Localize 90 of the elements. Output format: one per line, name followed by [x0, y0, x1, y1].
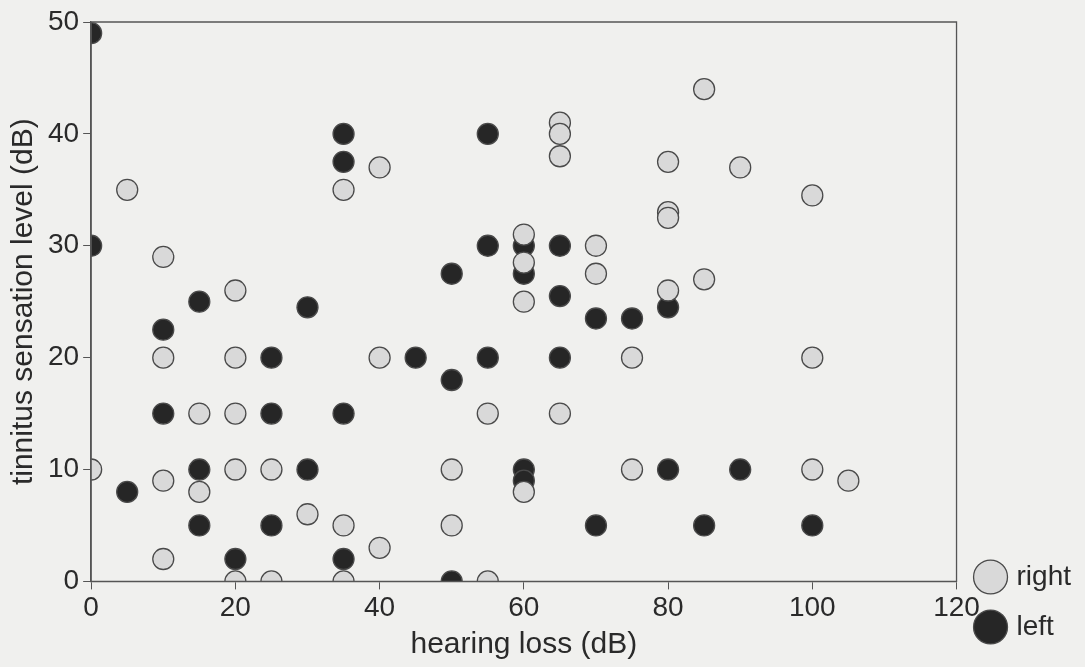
x-tick-label: 120: [933, 590, 980, 622]
point: [512, 251, 535, 274]
legend-label: left: [1016, 609, 1055, 641]
point: [152, 469, 175, 492]
point: [548, 284, 572, 308]
point: [440, 262, 463, 285]
point: [332, 150, 355, 173]
point: [548, 402, 572, 425]
point: [260, 458, 283, 481]
y-tick-label: 20: [47, 340, 80, 372]
point: [296, 458, 319, 481]
point: [188, 458, 211, 481]
point: [296, 296, 319, 319]
y-tick-label: 10: [47, 452, 80, 484]
point: [152, 547, 175, 571]
point: [188, 480, 211, 504]
point: [512, 223, 535, 246]
y-tick-label: 40: [47, 116, 80, 148]
x-tick-label: 60: [508, 590, 540, 622]
point: [692, 514, 716, 537]
point: [801, 458, 824, 481]
point: [584, 307, 608, 330]
point: [188, 514, 211, 537]
legend-label: right: [1016, 559, 1072, 591]
point: [224, 458, 247, 481]
point: [332, 178, 355, 201]
point: [512, 290, 535, 313]
point: [476, 346, 499, 369]
point: [116, 480, 139, 504]
point: [801, 514, 824, 537]
point: [152, 245, 175, 269]
point: [729, 156, 752, 179]
point: [440, 458, 463, 481]
point: [368, 536, 391, 559]
point: [801, 184, 824, 207]
point: [620, 346, 644, 369]
point: [476, 402, 499, 425]
point: [548, 122, 572, 146]
x-tick-label: 100: [788, 590, 836, 622]
point: [584, 514, 608, 537]
y-tick-label: 50: [47, 4, 80, 36]
y-tick-label: 0: [63, 564, 80, 596]
point: [620, 458, 644, 481]
point: [837, 469, 860, 492]
point: [440, 514, 463, 537]
point: [548, 346, 572, 369]
point: [548, 145, 572, 168]
point: [656, 279, 680, 302]
point: [224, 402, 247, 425]
point: [332, 547, 355, 571]
point: [404, 346, 427, 369]
point: [656, 458, 680, 481]
y-tick-label: 30: [47, 228, 80, 260]
point: [729, 458, 752, 481]
point: [188, 290, 211, 313]
point: [656, 206, 680, 229]
point: [476, 234, 499, 257]
point: [332, 122, 355, 146]
point: [116, 178, 139, 201]
point: [476, 122, 499, 146]
point: [692, 77, 716, 101]
point: [224, 547, 247, 571]
point: [152, 318, 175, 341]
point: [548, 234, 572, 257]
point: [801, 346, 824, 369]
point: [152, 402, 175, 425]
point: [368, 346, 391, 369]
point: [368, 156, 391, 179]
point: [620, 307, 644, 330]
point: [512, 480, 535, 504]
point: [260, 346, 283, 369]
point: [188, 402, 211, 425]
point: [332, 402, 355, 425]
point: [440, 368, 463, 392]
point: [260, 514, 283, 537]
point: [656, 150, 680, 173]
point: [260, 402, 283, 425]
point: [584, 234, 608, 257]
y-axis-title: tinnitus sensation level (dB): [5, 118, 39, 486]
point: [692, 268, 716, 291]
point: [152, 346, 175, 369]
point: [224, 346, 247, 369]
x-tick-label: 40: [364, 590, 396, 622]
point: [332, 514, 355, 537]
x-tick-label: 80: [652, 590, 684, 622]
point: [584, 262, 608, 285]
x-tick-label: 20: [219, 590, 251, 622]
point: [224, 279, 247, 302]
point: [296, 503, 319, 526]
x-axis-title: hearing loss (dB): [410, 626, 638, 660]
